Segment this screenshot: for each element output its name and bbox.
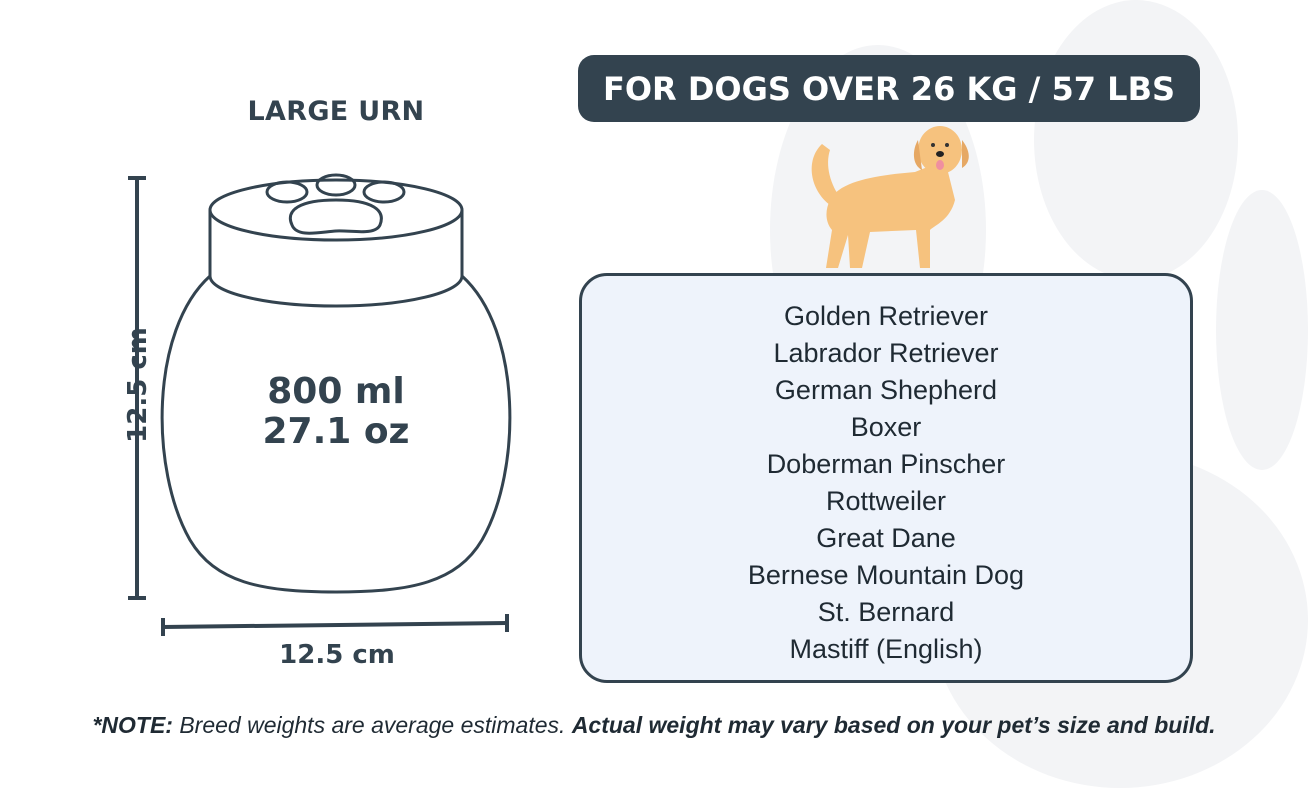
breed-item: Golden Retriever [783,301,989,331]
breed-item: Mastiff (English) [789,634,983,664]
breed-item: St. Bernard [817,597,955,627]
breed-item: Doberman Pinscher [766,449,1006,479]
breed-list: Golden Retriever Labrador Retriever Germ… [582,276,1190,668]
breed-item: Labrador Retriever [773,338,999,368]
note-emphasis: Actual weight may vary based on your pet… [571,712,1216,738]
breed-item: German Shepherd [774,375,998,405]
note-prefix: *NOTE: [92,712,173,738]
breed-item: Boxer [850,412,922,442]
breed-item: Rottweiler [825,486,947,516]
urn-title: LARGE URN [247,96,425,127]
width-label: 12.5 cm [279,640,395,670]
note-text: Breed weights are average estimates. [172,712,572,738]
footnote: *NOTE: Breed weights are average estimat… [0,712,1308,739]
volume-ml: 800 ml [267,371,405,412]
breed-item: Great Dane [816,523,956,553]
volume-oz: 27.1 oz [262,411,410,452]
breed-item: Bernese Mountain Dog [747,560,1025,590]
paw-print-icon [265,173,406,235]
breed-list-box: Golden Retriever Labrador Retriever Germ… [579,273,1193,683]
width-dimension-line [161,614,509,636]
height-dimension-line [128,176,146,600]
weight-header: FOR DOGS OVER 26 KG / 57 LBS [578,55,1200,122]
urn-volume: 800 ml 27.1 oz [216,372,456,452]
